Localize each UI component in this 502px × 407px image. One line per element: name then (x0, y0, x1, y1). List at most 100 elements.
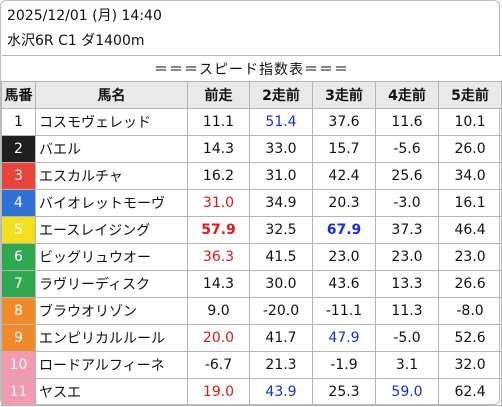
horse-number: 3 (1, 162, 36, 190)
speed-index-5-races-ago: 26.6 (437, 270, 502, 298)
speed-index-5-races-ago: 34.0 (437, 162, 502, 190)
speed-index-3-races-ago: 15.7 (312, 135, 376, 163)
speed-index-4-races-ago: 3.1 (375, 351, 439, 379)
horse-number: 5 (1, 216, 36, 244)
horse-number: 8 (1, 297, 36, 325)
speed-index-2-races-ago: 33.0 (249, 135, 313, 163)
speed-index-2-races-ago: 32.5 (249, 216, 313, 244)
speed-index-5-races-ago: 32.0 (437, 351, 502, 379)
speed-index-2-races-ago: 51.4 (249, 108, 313, 136)
race-datetime: 2025/12/01 (月) 14:40 (7, 8, 162, 24)
col-header-5-races-ago: 5走前 (437, 81, 502, 109)
race-info: 水沢6R C1 ダ1400m (7, 33, 145, 49)
horse-name: ビッグリュウオー (35, 243, 188, 271)
table-row: 2 バエル 14.3 33.0 15.7 -5.6 26.0 (1, 135, 502, 163)
speed-index-last-race: 57.9 (187, 216, 250, 244)
horse-number: 10 (1, 351, 36, 379)
speed-index-last-race: -6.7 (187, 351, 250, 379)
col-header-3-races-ago: 3走前 (312, 81, 376, 109)
speed-index-2-races-ago: 31.0 (249, 162, 313, 190)
horse-number: 4 (1, 189, 36, 217)
horse-name: エスカルチャ (35, 162, 188, 190)
table-row: 4 バイオレットモーヴ 31.0 34.9 20.3 -3.0 16.1 (1, 189, 502, 217)
col-header-4-races-ago: 4走前 (375, 81, 439, 109)
table-row: 10 ロードアルフィーネ -6.7 21.3 -1.9 3.1 32.0 (1, 351, 502, 379)
speed-index-5-races-ago: 16.1 (437, 189, 502, 217)
speed-index-3-races-ago: 20.3 (312, 189, 376, 217)
speed-index-2-races-ago: -20.0 (249, 297, 313, 325)
speed-index-5-races-ago: -8.0 (437, 297, 502, 325)
table-row: 3 エスカルチャ 16.2 31.0 42.4 25.6 34.0 (1, 162, 502, 190)
speed-index-3-races-ago: 47.9 (312, 324, 376, 352)
horse-name: バエル (35, 135, 188, 163)
speed-index-5-races-ago: 10.1 (437, 108, 502, 136)
speed-index-last-race: 36.3 (187, 243, 250, 271)
speed-index-3-races-ago: 23.0 (312, 243, 376, 271)
table-row: 1 コスモヴェレッド 11.1 51.4 37.6 11.6 10.1 (1, 108, 502, 136)
table-row: 9 エンピリカルルール 20.0 41.7 47.9 -5.0 52.6 (1, 324, 502, 352)
speed-index-5-races-ago: 62.4 (437, 378, 502, 406)
speed-index-5-races-ago: 52.6 (437, 324, 502, 352)
speed-index-3-races-ago: -11.1 (312, 297, 376, 325)
speed-index-4-races-ago: 13.3 (375, 270, 439, 298)
table-row: 7 ラヴリーディスク 14.3 30.0 43.6 13.3 26.6 (1, 270, 502, 298)
horse-number: 6 (1, 243, 36, 271)
speed-index-2-races-ago: 41.5 (249, 243, 313, 271)
speed-index-3-races-ago: 25.3 (312, 378, 376, 406)
speed-index-4-races-ago: 23.0 (375, 243, 439, 271)
speed-index-3-races-ago: 42.4 (312, 162, 376, 190)
speed-index-last-race: 14.3 (187, 135, 250, 163)
table-body: 1 コスモヴェレッド 11.1 51.4 37.6 11.6 10.1 2 バエル 14.3 33.… (1, 108, 502, 406)
speed-index-4-races-ago: -5.6 (375, 135, 439, 163)
column-header-row: 馬番 馬名 前走 2走前 3走前 4走前 5走前 (1, 81, 502, 109)
speed-index-3-races-ago: -1.9 (312, 351, 376, 379)
col-header-horse-name: 馬名 (35, 81, 188, 109)
horse-number: 7 (1, 270, 36, 298)
horse-name: ラヴリーディスク (35, 270, 188, 298)
speed-index-2-races-ago: 21.3 (249, 351, 313, 379)
horse-name: ヤスエ (35, 378, 188, 406)
speed-index-last-race: 20.0 (187, 324, 250, 352)
speed-index-4-races-ago: 37.3 (375, 216, 439, 244)
speed-index-last-race: 9.0 (187, 297, 250, 325)
speed-index-5-races-ago: 46.4 (437, 216, 502, 244)
speed-index-2-races-ago: 34.9 (249, 189, 313, 217)
horse-name: エンピリカルルール (35, 324, 188, 352)
table-row: 11 ヤスエ 19.0 43.9 25.3 59.0 62.4 (1, 378, 502, 406)
speed-index-2-races-ago: 43.9 (249, 378, 313, 406)
speed-index-3-races-ago: 37.6 (312, 108, 376, 136)
horse-number: 11 (1, 378, 36, 406)
speed-index-4-races-ago: -3.0 (375, 189, 439, 217)
speed-index-5-races-ago: 26.0 (437, 135, 502, 163)
horse-name: エースレイジング (35, 216, 188, 244)
speed-index-table: ＝＝＝スピード指数表＝＝＝ 馬番 馬名 前走 2走前 3走前 4走前 5走前 1… (1, 55, 502, 406)
col-header-2-races-ago: 2走前 (249, 81, 313, 109)
horse-number: 1 (1, 108, 36, 136)
speed-index-2-races-ago: 41.7 (249, 324, 313, 352)
speed-index-last-race: 14.3 (187, 270, 250, 298)
horse-name: ロードアルフィーネ (35, 351, 188, 379)
speed-index-5-races-ago: 23.0 (437, 243, 502, 271)
speed-index-last-race: 19.0 (187, 378, 250, 406)
speed-index-last-race: 11.1 (187, 108, 250, 136)
speed-index-3-races-ago: 67.9 (312, 216, 376, 244)
speed-index-4-races-ago: 11.6 (375, 108, 439, 136)
horse-name: バイオレットモーヴ (35, 189, 188, 217)
speed-index-4-races-ago: 11.3 (375, 297, 439, 325)
speed-index-2-races-ago: 30.0 (249, 270, 313, 298)
speed-index-last-race: 16.2 (187, 162, 250, 190)
table-row: 8 ブラウオリゾン 9.0 -20.0 -11.1 11.3 -8.0 (1, 297, 502, 325)
speed-index-4-races-ago: 25.6 (375, 162, 439, 190)
table-row: 6 ビッグリュウオー 36.3 41.5 23.0 23.0 23.0 (1, 243, 502, 271)
speed-index-4-races-ago: -5.0 (375, 324, 439, 352)
col-header-number: 馬番 (1, 81, 36, 109)
speed-index-4-races-ago: 59.0 (375, 378, 439, 406)
horse-name: コスモヴェレッド (35, 108, 188, 136)
horse-number: 9 (1, 324, 36, 352)
table-title: ＝＝＝スピード指数表＝＝＝ (1, 55, 502, 82)
horse-number: 2 (1, 135, 36, 163)
speed-index-last-race: 31.0 (187, 189, 250, 217)
table-row: 5 エースレイジング 57.9 32.5 67.9 37.3 46.4 (1, 216, 502, 244)
speed-index-3-races-ago: 43.6 (312, 270, 376, 298)
